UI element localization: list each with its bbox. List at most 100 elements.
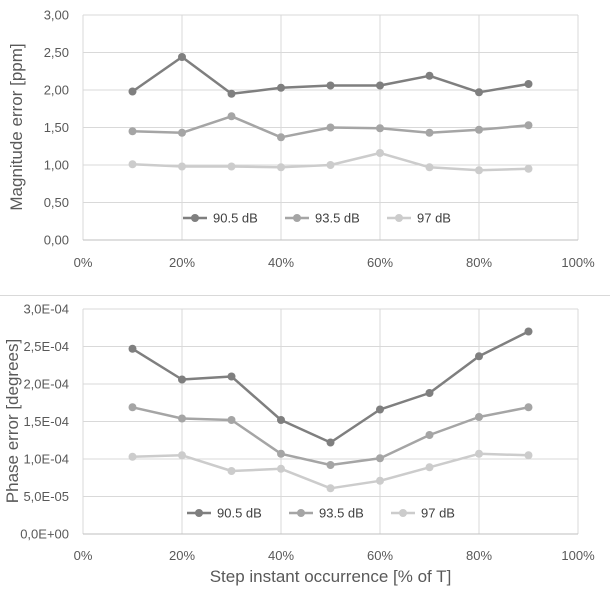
data-point bbox=[178, 414, 186, 423]
x-tick-label: 80% bbox=[466, 548, 492, 563]
data-point bbox=[475, 166, 483, 175]
data-point bbox=[376, 124, 384, 133]
legend-label: 93.5 dB bbox=[319, 506, 364, 521]
chart-2: 0,0E+00 5,0E-05 1,0E-04 1,5E-04 2,0E-04 2,5E-… bbox=[3, 302, 595, 587]
data-point bbox=[178, 451, 186, 460]
data-point bbox=[227, 162, 236, 171]
series-2 bbox=[128, 403, 533, 469]
y-tick-label: 2,00 bbox=[44, 83, 69, 98]
data-point bbox=[425, 463, 434, 472]
data-point bbox=[425, 128, 434, 137]
data-point bbox=[128, 344, 137, 353]
y-tick-label: 1,50 bbox=[44, 120, 69, 135]
data-point bbox=[425, 71, 434, 80]
series-3 bbox=[128, 149, 533, 175]
data-point bbox=[524, 327, 533, 336]
legend-marker bbox=[297, 509, 305, 517]
data-point bbox=[178, 53, 186, 61]
series-1 bbox=[128, 53, 533, 98]
data-point bbox=[425, 431, 434, 439]
data-point bbox=[128, 127, 137, 136]
data-point bbox=[227, 112, 236, 121]
data-point bbox=[425, 163, 434, 172]
x-tick-label: 60% bbox=[367, 255, 393, 270]
legend: 90.5 dB 93.5 dB 97 dB bbox=[183, 211, 451, 226]
y-axis-title: Magnitude error [ppm] bbox=[7, 43, 26, 210]
y-tick-label: 0,00 bbox=[44, 233, 69, 248]
data-point bbox=[475, 125, 483, 134]
data-point bbox=[227, 372, 236, 381]
x-tick-label: 40% bbox=[268, 548, 294, 563]
data-point bbox=[376, 405, 384, 414]
x-tick-label: 20% bbox=[169, 255, 195, 270]
data-point bbox=[524, 451, 533, 460]
data-point bbox=[425, 389, 434, 397]
y-tick-label: 0,0E+00 bbox=[20, 527, 69, 542]
x-tick-label: 100% bbox=[561, 255, 595, 270]
data-point bbox=[475, 88, 483, 97]
data-point bbox=[178, 375, 186, 384]
chart-1: 0,00 0,50 1,00 1,50 2,00 2,50 3,00 0% 20% 40% 60% 8… bbox=[7, 8, 595, 271]
x-tick-label: 80% bbox=[466, 255, 492, 270]
data-point bbox=[524, 121, 533, 130]
x-tick-label: 0% bbox=[74, 255, 93, 270]
series-1 bbox=[128, 327, 533, 447]
data-point bbox=[376, 149, 384, 157]
legend-label: 90.5 dB bbox=[213, 211, 258, 226]
data-point bbox=[128, 87, 137, 96]
y-tick-label: 3,0E-04 bbox=[23, 302, 69, 317]
series-line bbox=[131, 330, 530, 444]
series-3 bbox=[128, 449, 533, 493]
data-point bbox=[277, 83, 285, 92]
x-tick-label: 100% bbox=[561, 548, 595, 563]
legend-label: 97 dB bbox=[417, 211, 451, 226]
x-tick-label: 60% bbox=[367, 548, 393, 563]
legend-label: 93.5 dB bbox=[315, 211, 360, 226]
legend-label: 97 dB bbox=[421, 506, 455, 521]
x-axis-title: Step instant occurrence [% of T] bbox=[210, 567, 452, 586]
y-axis-title: Phase error [degrees] bbox=[3, 339, 22, 503]
data-point bbox=[326, 123, 335, 132]
y-tick-label: 1,0E-04 bbox=[23, 452, 69, 467]
data-point bbox=[277, 133, 285, 142]
legend-marker bbox=[191, 214, 199, 222]
data-point bbox=[277, 416, 285, 424]
data-point bbox=[376, 454, 384, 463]
x-tick-label: 40% bbox=[268, 255, 294, 270]
data-point bbox=[128, 403, 137, 412]
legend-marker bbox=[399, 509, 407, 517]
data-point bbox=[277, 464, 285, 473]
data-point bbox=[178, 162, 186, 171]
y-tick-label: 2,0E-04 bbox=[23, 377, 69, 392]
data-point bbox=[326, 438, 335, 447]
legend: 90.5 dB 93.5 dB 97 dB bbox=[187, 506, 455, 521]
y-tick-label: 1,5E-04 bbox=[23, 414, 69, 429]
data-point bbox=[326, 161, 335, 169]
x-tick-label: 0% bbox=[74, 548, 93, 563]
data-point bbox=[277, 449, 285, 458]
data-point bbox=[128, 160, 137, 169]
data-point bbox=[475, 449, 483, 458]
y-tick-label: 0,50 bbox=[44, 195, 69, 210]
data-point bbox=[326, 81, 335, 90]
y-tick-label: 3,00 bbox=[44, 8, 69, 23]
data-point bbox=[326, 484, 335, 493]
data-point bbox=[227, 89, 236, 98]
data-point bbox=[178, 128, 186, 137]
data-point bbox=[524, 403, 533, 412]
data-point bbox=[227, 467, 236, 475]
data-point bbox=[475, 352, 483, 361]
data-point bbox=[524, 80, 533, 88]
series-2 bbox=[128, 112, 533, 142]
y-tick-label: 5,0E-05 bbox=[23, 489, 69, 504]
y-tick-label: 2,50 bbox=[44, 45, 69, 60]
legend-label: 90.5 dB bbox=[217, 506, 262, 521]
data-point bbox=[326, 461, 335, 469]
data-point bbox=[475, 413, 483, 421]
y-tick-label: 2,5E-04 bbox=[23, 339, 69, 354]
data-point bbox=[376, 81, 384, 90]
data-point bbox=[128, 452, 137, 461]
legend-marker bbox=[395, 214, 403, 222]
legend-marker bbox=[195, 509, 203, 517]
